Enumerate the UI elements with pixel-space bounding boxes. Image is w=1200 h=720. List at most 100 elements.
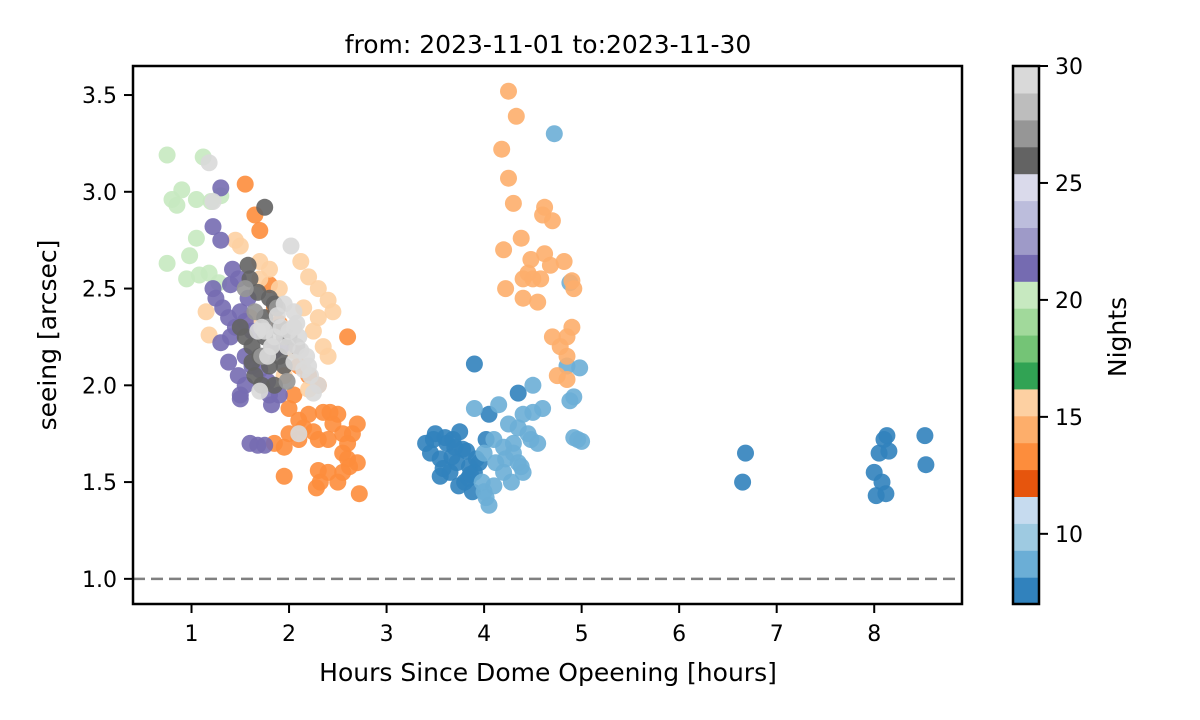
data-point bbox=[246, 303, 264, 321]
data-point bbox=[251, 222, 269, 239]
colorbar-tick-label: 20 bbox=[1055, 289, 1083, 314]
colorbar-label: Nights bbox=[1103, 297, 1132, 377]
data-point bbox=[573, 432, 591, 450]
data-point bbox=[222, 276, 239, 294]
data-point bbox=[543, 328, 561, 346]
data-point bbox=[282, 237, 300, 255]
data-point bbox=[555, 253, 573, 270]
data-point bbox=[278, 372, 296, 390]
data-point bbox=[158, 254, 176, 272]
data-point bbox=[187, 229, 205, 247]
data-point bbox=[734, 473, 752, 491]
data-point bbox=[275, 467, 293, 485]
data-point bbox=[522, 431, 540, 448]
data-point bbox=[532, 270, 550, 288]
data-point bbox=[465, 400, 483, 417]
x-tick-label: 2 bbox=[282, 622, 296, 647]
colorbar-segment bbox=[1013, 227, 1039, 255]
data-point bbox=[558, 371, 576, 388]
data-point bbox=[220, 353, 238, 371]
colorbar-segment bbox=[1013, 200, 1039, 228]
data-point bbox=[226, 231, 244, 249]
colorbar-segment bbox=[1013, 146, 1039, 175]
x-tick-label: 6 bbox=[672, 622, 686, 647]
data-point bbox=[424, 431, 442, 448]
data-point bbox=[880, 442, 898, 460]
data-point bbox=[509, 419, 527, 437]
data-point bbox=[737, 444, 754, 462]
colorbar-segment bbox=[1013, 388, 1039, 417]
colorbar-segment bbox=[1013, 550, 1039, 578]
data-point bbox=[292, 253, 310, 270]
data-point bbox=[239, 256, 257, 274]
data-point bbox=[285, 318, 303, 336]
data-point bbox=[236, 175, 254, 193]
y-tick-label: 3.0 bbox=[82, 181, 117, 206]
data-point bbox=[524, 376, 542, 394]
data-point bbox=[565, 388, 583, 406]
y-tick-label: 2.0 bbox=[82, 374, 117, 399]
colorbar-frame bbox=[1011, 64, 1041, 606]
x-tick-label: 8 bbox=[867, 622, 881, 647]
data-point bbox=[285, 386, 303, 404]
x-axis-label: Hours Since Dome Opeening [hours] bbox=[319, 658, 777, 687]
data-point bbox=[348, 415, 366, 433]
colorbar-segment bbox=[1013, 442, 1039, 471]
colorbar-segment bbox=[1013, 281, 1039, 309]
y-tick-label: 2.5 bbox=[82, 278, 117, 303]
data-point bbox=[497, 280, 515, 298]
data-point bbox=[280, 400, 298, 417]
data-point bbox=[212, 231, 230, 249]
colorbar-segment bbox=[1013, 415, 1039, 444]
data-point bbox=[197, 303, 215, 321]
data-point bbox=[300, 268, 318, 286]
colorbar-tick-label: 15 bbox=[1055, 406, 1083, 431]
data-point bbox=[917, 456, 935, 474]
data-point bbox=[278, 338, 296, 356]
data-point bbox=[545, 125, 563, 143]
x-tick-label: 1 bbox=[185, 622, 199, 647]
data-point bbox=[158, 146, 176, 164]
colorbar-segment bbox=[1013, 254, 1039, 282]
y-tick-label: 3.5 bbox=[82, 84, 117, 109]
chart-title: from: 2023-11-01 to:2023-11-30 bbox=[345, 30, 752, 59]
data-point bbox=[253, 318, 271, 336]
data-point bbox=[290, 425, 308, 443]
x-tick-label: 5 bbox=[575, 622, 589, 647]
colorbar-segment bbox=[1013, 577, 1039, 605]
colorbar-tick-label: 10 bbox=[1055, 523, 1083, 548]
data-point bbox=[339, 328, 357, 346]
colorbar-segment bbox=[1013, 66, 1039, 94]
colorbar-tick-label: 30 bbox=[1055, 55, 1083, 80]
data-point bbox=[307, 479, 325, 497]
colorbar-segment bbox=[1013, 92, 1039, 121]
data-point bbox=[434, 460, 452, 477]
data-point bbox=[200, 154, 218, 172]
colorbar-segment bbox=[1013, 496, 1039, 524]
data-point bbox=[236, 280, 254, 298]
colorbar: 10 15 20 25 30 bbox=[1011, 55, 1083, 606]
y-axis-label: seeing [arcsec] bbox=[33, 240, 62, 431]
data-point bbox=[319, 431, 337, 448]
points-layer bbox=[158, 82, 935, 514]
colorbar-segment bbox=[1013, 361, 1039, 390]
x-tick-label: 4 bbox=[477, 622, 491, 647]
data-point bbox=[512, 229, 530, 247]
data-point bbox=[877, 485, 895, 503]
data-point bbox=[522, 251, 540, 268]
data-point bbox=[443, 448, 461, 466]
x-axis: 1 2 3 4 5 6 7 8 bbox=[185, 604, 881, 647]
data-point bbox=[485, 477, 503, 495]
colorbar-segment bbox=[1013, 523, 1039, 551]
data-point bbox=[490, 396, 508, 414]
x-tick-label: 7 bbox=[770, 622, 784, 647]
data-point bbox=[329, 405, 347, 423]
data-point bbox=[168, 196, 186, 214]
y-tick-label: 1.5 bbox=[82, 471, 117, 496]
colorbar-segment bbox=[1013, 119, 1039, 148]
data-point bbox=[504, 194, 522, 212]
data-point bbox=[204, 218, 222, 236]
y-axis: 1.0 1.5 2.0 2.5 3.0 3.5 bbox=[82, 84, 133, 593]
data-point bbox=[541, 256, 559, 274]
